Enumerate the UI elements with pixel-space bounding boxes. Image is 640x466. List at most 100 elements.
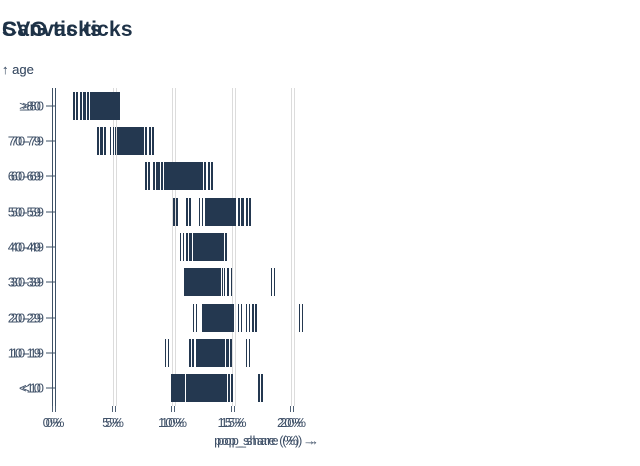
tick-mark	[219, 268, 221, 297]
tick-mark	[301, 303, 304, 332]
tick-mark	[195, 303, 198, 332]
age-row: 10-19	[11, 335, 306, 370]
y-tick-label: ≥80	[22, 98, 44, 114]
y-tick-label: 40-49	[7, 239, 41, 255]
tick-mark	[169, 162, 171, 191]
y-tick-label: 20-29	[7, 310, 41, 326]
tick-mark	[153, 162, 155, 191]
tick-mark	[196, 162, 199, 191]
tick-mark	[76, 91, 78, 120]
x-tick-label: 0%	[42, 415, 62, 430]
tick-mark	[211, 268, 213, 297]
x-tick-label: 5%	[105, 415, 124, 430]
tick-mark	[234, 197, 237, 226]
x-axis-title: pop_share (%) →	[217, 433, 319, 448]
x-tick-label: 5%	[102, 415, 121, 430]
tick-mark	[226, 303, 229, 332]
tick-mark	[196, 338, 198, 367]
tick-mark	[215, 268, 218, 297]
tick-mark	[230, 303, 232, 332]
tick-mark	[192, 374, 194, 403]
tick-mark	[211, 338, 213, 367]
x-tick-label: 10%	[157, 415, 185, 430]
y-tick-label: 60-69	[7, 168, 41, 184]
tick-mark	[173, 162, 175, 191]
tick-mark	[224, 374, 226, 403]
tick-mark	[167, 338, 170, 367]
tick-mark	[212, 197, 214, 226]
tick-mark	[200, 338, 202, 367]
tick-mark	[207, 303, 210, 332]
x-tick-mark	[114, 406, 116, 412]
tick-mark	[210, 374, 213, 403]
tick-mark	[227, 303, 230, 332]
y-tick-label: 10-19	[7, 345, 41, 361]
age-row: 50-59	[11, 194, 306, 229]
y-tick-label: 50-59	[10, 204, 44, 220]
tick-mark	[214, 374, 216, 403]
chart-title-canvas: Canvas ticks	[2, 18, 133, 41]
tick-mark	[220, 374, 223, 403]
tick-mark	[177, 162, 180, 191]
tick-mark	[174, 374, 176, 403]
tick-mark	[83, 91, 85, 120]
tick-mark	[176, 197, 178, 226]
tick-mark	[192, 162, 194, 191]
tick-mark	[204, 338, 206, 367]
tick-mark	[192, 303, 195, 332]
x-tick-mark	[230, 406, 232, 412]
tick-mark	[221, 338, 224, 367]
x-tick-mark	[171, 406, 172, 412]
tick-mark	[118, 126, 120, 155]
x-tick-mark	[233, 406, 235, 412]
tick-mark	[215, 232, 218, 261]
tick-mark	[252, 303, 254, 332]
tick-mark	[182, 162, 185, 191]
tick-mark	[195, 268, 197, 297]
y-tick-mark	[49, 387, 55, 389]
x-tick-label: 20%	[279, 415, 307, 430]
tick-mark	[189, 374, 192, 403]
tick-mark	[198, 268, 200, 297]
tick-mark	[87, 91, 89, 120]
tick-mark	[233, 197, 236, 226]
tick-mark	[189, 268, 191, 297]
tick-mark	[220, 338, 223, 367]
tick-mark	[209, 303, 212, 332]
tick-mark	[205, 268, 207, 297]
tick-mark	[158, 162, 160, 191]
y-tick-mark	[49, 317, 55, 319]
tick-mark	[228, 303, 231, 332]
tick-mark	[225, 303, 227, 332]
tick-mark	[109, 126, 112, 155]
tick-mark	[189, 197, 191, 226]
tick-mark	[170, 162, 173, 191]
tick-mark	[183, 374, 186, 403]
y-tick-mark	[49, 281, 55, 283]
tick-mark	[199, 162, 201, 191]
tick-mark	[202, 303, 204, 332]
x-axis-svg: 0% 5% 10% 15% 20% pop_share (%) →	[46, 406, 319, 466]
tick-mark	[139, 126, 142, 155]
tick-mark	[198, 197, 201, 226]
tick-mark	[191, 268, 193, 297]
tick-mark	[220, 232, 223, 261]
tick-mark	[212, 303, 214, 332]
tick-mark	[217, 374, 219, 403]
tick-mark	[207, 268, 210, 297]
tick-mark	[219, 338, 221, 367]
y-tick-label: 10-19	[10, 345, 44, 361]
tick-mark	[200, 374, 202, 403]
tick-mark	[196, 232, 199, 261]
tick-mark	[215, 374, 217, 403]
age-row: 20-29	[11, 300, 306, 335]
tick-mark	[190, 162, 193, 191]
tick-mark	[240, 303, 243, 332]
tick-mark	[228, 197, 231, 226]
y-tick-label: 20-29	[10, 310, 44, 326]
tick-mark	[212, 268, 214, 297]
tick-mark	[249, 197, 251, 226]
tick-mark	[119, 126, 121, 155]
tick-mark	[231, 197, 233, 226]
tick-mark	[220, 303, 223, 332]
